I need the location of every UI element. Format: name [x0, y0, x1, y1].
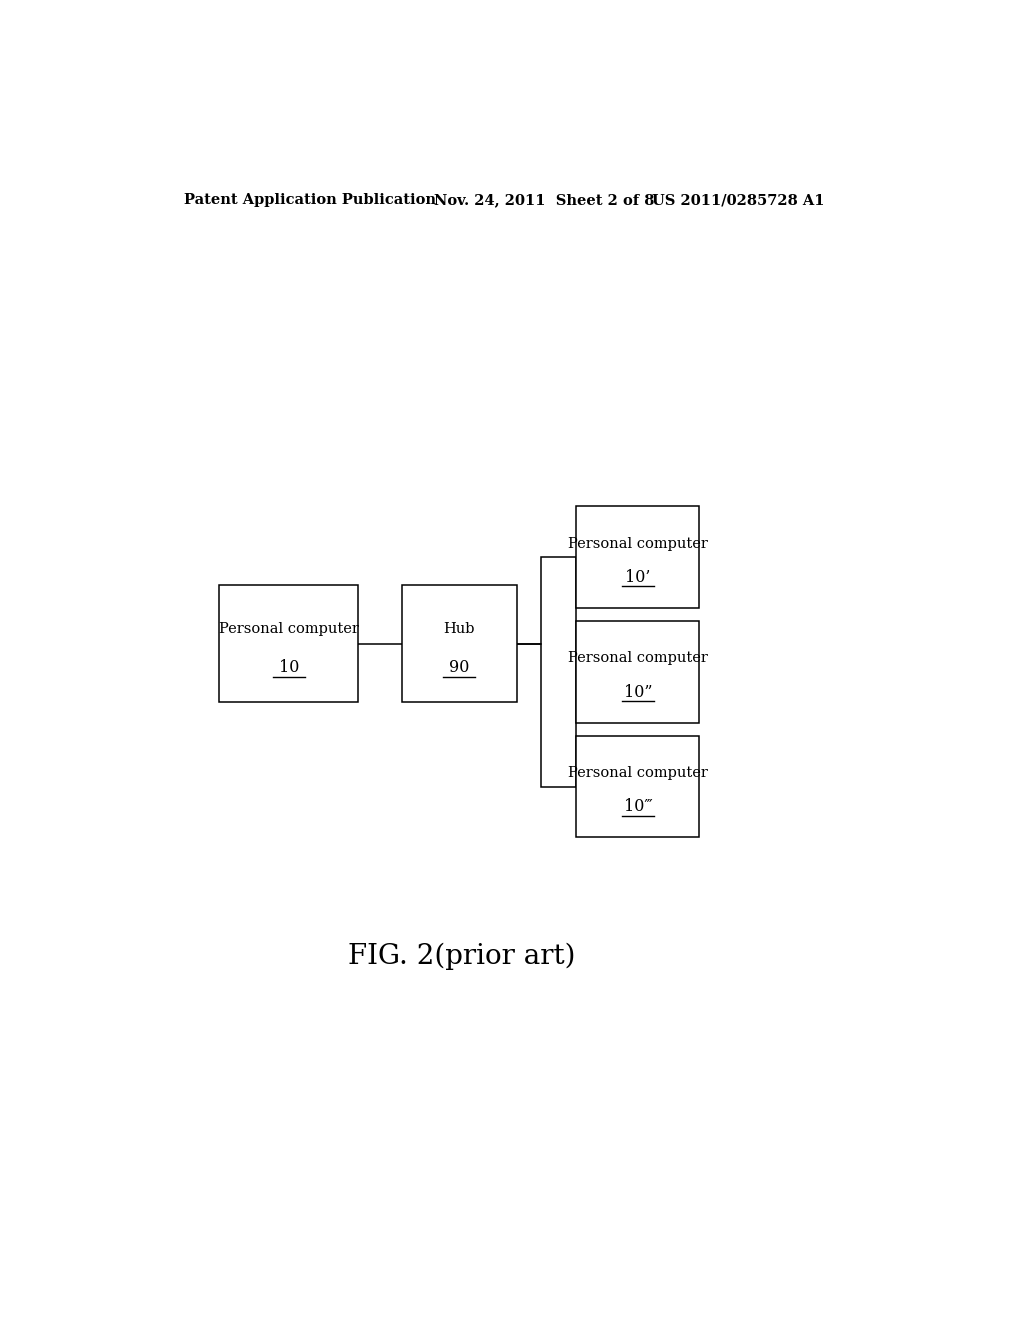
Text: 10: 10 — [279, 659, 299, 676]
Bar — [577, 735, 699, 837]
Bar — [219, 585, 358, 702]
Text: Personal computer: Personal computer — [568, 537, 708, 550]
Text: Personal computer: Personal computer — [568, 652, 708, 665]
Bar — [541, 557, 577, 787]
Bar — [401, 585, 517, 702]
Text: 10‴: 10‴ — [624, 799, 652, 816]
Text: 10’: 10’ — [626, 569, 650, 586]
Text: Personal computer: Personal computer — [219, 622, 358, 635]
Text: 10”: 10” — [624, 684, 652, 701]
Text: Hub: Hub — [443, 622, 475, 635]
Text: 90: 90 — [450, 659, 470, 676]
Text: Nov. 24, 2011  Sheet 2 of 8: Nov. 24, 2011 Sheet 2 of 8 — [433, 193, 654, 207]
Text: FIG. 2(prior art): FIG. 2(prior art) — [347, 942, 575, 970]
Text: Personal computer: Personal computer — [568, 767, 708, 780]
Text: US 2011/0285728 A1: US 2011/0285728 A1 — [652, 193, 824, 207]
Bar — [577, 506, 699, 607]
Text: Patent Application Publication: Patent Application Publication — [183, 193, 435, 207]
Bar — [577, 620, 699, 722]
